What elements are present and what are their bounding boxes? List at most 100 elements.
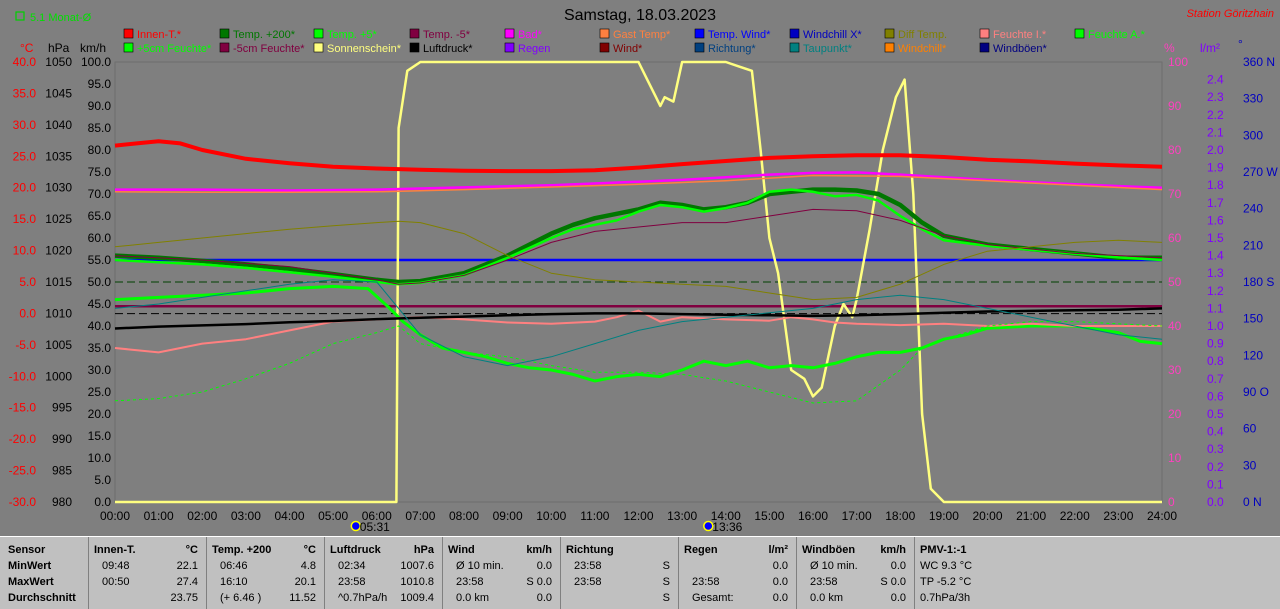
stats-cell-left-3-0: Ø 10 min. (456, 560, 504, 572)
legend-label-20: Windböen* (993, 43, 1048, 55)
legend-swatch-7 (789, 28, 800, 39)
tick-speed-1: 95.0 (88, 77, 112, 91)
stats-cell-left-7-2: 0.7hPa/3h (920, 592, 971, 604)
stats-block-header-4: Richtung (560, 542, 678, 558)
tick-x-13: 13:00 (667, 509, 697, 523)
tick-dir-10: 60 (1243, 422, 1257, 436)
legend-item-4: Bad* (504, 28, 543, 41)
stats-cell-right-1-2: 11.52 (289, 592, 316, 604)
stats-sensor-label-2: Durchschnitt (8, 592, 76, 604)
stats-row-5-1: 23:58 0.0 (678, 574, 796, 590)
marker-sunrise: 05:31 (350, 520, 390, 534)
legend-label-10: Feuchte A.* (1088, 29, 1146, 41)
stats-row-0-2: 23.75 (88, 590, 206, 606)
tick-dir-3: 270 W (1243, 165, 1278, 179)
stats-cell-left-1-0: 06:46 (220, 560, 248, 572)
legend-label-15: Regen (518, 43, 550, 55)
stats-cell-right-1-0: 4.8 (300, 560, 316, 572)
legend-label-0: Innen-T.* (137, 29, 182, 41)
stats-row-3-2: 0.0 km 0.0 (442, 590, 560, 606)
stats-cell-right-6-1: S 0.0 (880, 576, 906, 588)
tick-x-8: 08:00 (449, 509, 479, 523)
legend-item-19: Windchill* (884, 42, 947, 55)
stats-block-title-5: Regen (684, 544, 718, 556)
series-line-8 (114, 284, 1163, 383)
tick-speed-0: 100.0 (81, 55, 111, 69)
tick-x-16: 16:00 (798, 509, 828, 523)
tick-temp-10: -10.0 (9, 369, 37, 383)
tick-rain-22: 0.2 (1207, 460, 1224, 474)
legend-label-18: Taupunkt* (803, 43, 853, 55)
stats-block-title-3: Wind (448, 544, 475, 556)
stats-cell-left-6-1: 23:58 (810, 576, 838, 588)
stats-cell-left-2-2: ^0.7hPa/h (338, 592, 388, 604)
stats-block-unit-3: km/h (526, 544, 552, 556)
stats-cell-left-1-2: (+ 6.46 ) (220, 592, 262, 604)
stats-block-header-0: Innen-T. °C (88, 542, 206, 558)
stats-cell-left-3-2: 0.0 km (456, 592, 490, 604)
tick-x-14: 14:00 (711, 509, 741, 523)
tick-x-22: 22:00 (1060, 509, 1090, 523)
series-line-3 (114, 174, 1163, 193)
legend-swatch-5 (599, 28, 610, 39)
legend-label-14: Luftdruck* (423, 43, 473, 55)
stats-block-header-2: Luftdruck hPa (324, 542, 442, 558)
legend-item-3: Temp. -5* (409, 28, 471, 41)
stats-block-header-1: Temp. +200 °C (206, 542, 324, 558)
tick-temp-4: 20.0 (13, 181, 37, 195)
stats-row-2-0: 02:34 1007.6 (324, 558, 442, 574)
tick-temp-13: -25.0 (9, 464, 37, 478)
stats-block-header-5: Regen l/m² (678, 542, 796, 558)
series-line-10 (114, 307, 1163, 330)
tick-x-5: 05:00 (318, 509, 348, 523)
legend-swatch-17 (694, 42, 705, 53)
tick-speed-14: 30.0 (88, 363, 112, 377)
stats-row-7-2: 0.7hPa/3h (914, 590, 1114, 606)
legend-item-12: -5cm Feuchte* (219, 42, 305, 55)
tick-x-10: 10:00 (536, 509, 566, 523)
legend-label-4: Bad* (518, 29, 543, 41)
stats-block-unit-5: l/m² (768, 544, 788, 556)
tick-temp-5: 15.0 (13, 212, 37, 226)
legend-swatch-14 (409, 42, 420, 53)
tick-pct-2: 80 (1168, 143, 1182, 157)
tick-rain-15: 0.9 (1207, 337, 1224, 351)
tick-rain-4: 2.0 (1207, 143, 1224, 157)
sunrise-icon (350, 520, 362, 532)
tick-temp-14: -30.0 (9, 495, 37, 509)
stats-row-3-1: 23:58 S 0.0 (442, 574, 560, 590)
tick-temp-11: -15.0 (9, 401, 37, 415)
stats-cell-left-7-0: WC 9.3 °C (920, 560, 973, 572)
tick-speed-2: 90.0 (88, 99, 112, 113)
series-line-5 (114, 188, 1163, 286)
tick-speed-9: 55.0 (88, 253, 112, 267)
stats-cell-left-5-1: 23:58 (692, 576, 720, 588)
tick-x-0: 00:00 (100, 509, 130, 523)
tick-rain-14: 1.0 (1207, 319, 1224, 333)
marker-time-0: 05:31 (360, 520, 390, 534)
legend-item-18: Taupunkt* (789, 42, 853, 55)
stats-row-4-1: 23:58 S (560, 574, 678, 590)
tick-dir-1: 330 (1243, 92, 1263, 106)
legend-label-11: +5cm Feuchte* (137, 43, 212, 55)
tick-speed-8: 60.0 (88, 231, 112, 245)
stats-cell-right-6-2: 0.0 (890, 592, 906, 604)
stats-cell-right-1-1: 20.1 (294, 576, 316, 588)
tick-pct-9: 10 (1168, 451, 1182, 465)
tick-x-18: 18:00 (885, 509, 915, 523)
tick-speed-11: 45.0 (88, 297, 112, 311)
legend-swatch-4 (504, 28, 515, 39)
axis-label-pct: % (1164, 41, 1175, 55)
tick-dir-9: 90 O (1243, 385, 1269, 399)
tick-dir-5: 210 (1243, 238, 1263, 252)
station-name: Station Göritzhain (1187, 8, 1274, 20)
stats-row-1-0: 06:46 4.8 (206, 558, 324, 574)
tick-dir-2: 300 (1243, 128, 1263, 142)
stats-cell-left-2-1: 23:58 (338, 576, 366, 588)
stats-row-5-0: 0.0 (678, 558, 796, 574)
stats-cell-left-6-0: Ø 10 min. (810, 560, 858, 572)
legend-swatch-15 (504, 42, 515, 53)
tick-pct-1: 90 (1168, 99, 1182, 113)
tick-temp-0: 40.0 (13, 55, 37, 69)
tick-press-3: 1035 (45, 149, 72, 163)
